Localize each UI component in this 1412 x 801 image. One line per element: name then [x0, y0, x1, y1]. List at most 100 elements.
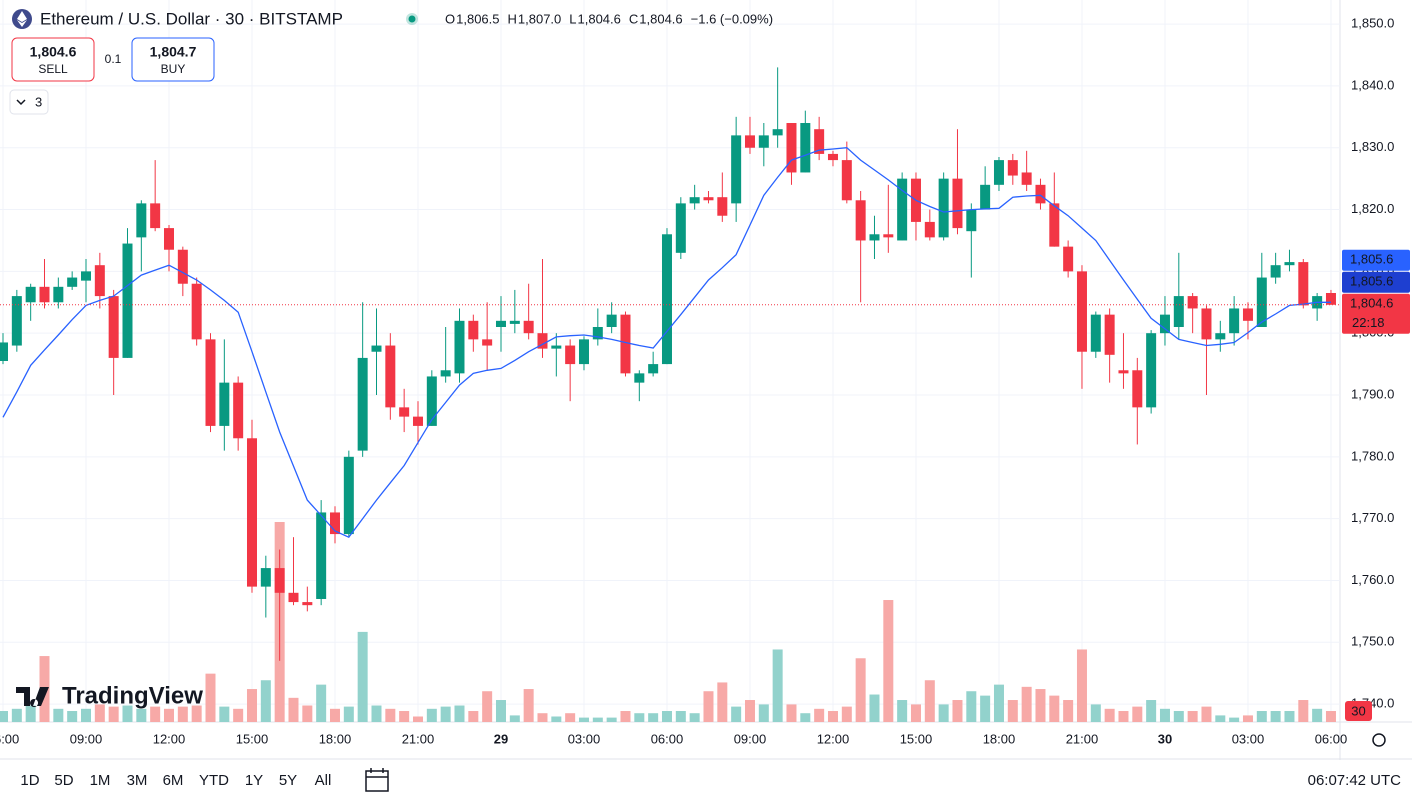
- volume-bar: [385, 708, 396, 722]
- volume-bar: [1215, 715, 1226, 722]
- price-label-box: [1342, 293, 1410, 334]
- date-range-icon[interactable]: [365, 768, 389, 792]
- volume-bar: [744, 700, 755, 722]
- candle-body: [634, 373, 645, 383]
- x-tick-label: 21:00: [1066, 731, 1099, 746]
- candle-body: [772, 129, 783, 136]
- x-tick-label: 12:00: [817, 731, 850, 746]
- x-tick-label: 12:00: [153, 731, 186, 746]
- indicators-count: 3: [35, 94, 42, 109]
- volume-bar: [1090, 704, 1101, 722]
- candle-body: [1104, 314, 1115, 355]
- candle-body: [952, 178, 963, 229]
- price-label: 1,805.6: [1350, 252, 1393, 267]
- volume-bar: [758, 704, 769, 722]
- interval-badge: 30: [1351, 703, 1365, 718]
- timeframe-button[interactable]: 3M: [127, 772, 148, 789]
- volume-bar: [1104, 708, 1115, 722]
- candle-body: [675, 203, 686, 253]
- candle-body: [426, 376, 437, 426]
- candle-body: [703, 197, 714, 201]
- volume-bar: [1229, 717, 1240, 722]
- timeframe-button[interactable]: 6M: [163, 772, 184, 789]
- volume-bar: [1021, 686, 1032, 722]
- y-tick-label: 1,820.0: [1351, 201, 1394, 216]
- candle-body: [1049, 203, 1060, 247]
- sell-button[interactable]: [11, 37, 95, 82]
- volume-bar: [578, 717, 589, 722]
- interval-badge-box: [1345, 701, 1372, 721]
- candle-body: [454, 320, 465, 374]
- candle-body: [94, 265, 105, 297]
- volume-bar: [1132, 706, 1143, 722]
- volume-bar: [371, 705, 382, 722]
- volume-bar: [1146, 700, 1157, 722]
- candle-body: [357, 357, 368, 451]
- y-tick-label: 1,770.0: [1351, 510, 1394, 525]
- candle-body: [800, 123, 811, 173]
- timeframe-button[interactable]: 5D: [54, 772, 73, 789]
- volume-bar: [108, 706, 119, 722]
- volume-bar: [551, 716, 562, 722]
- candle-body: [495, 320, 506, 328]
- settings-icon[interactable]: [1372, 733, 1386, 747]
- volume-bar: [233, 708, 244, 722]
- ohlc-value: 1,804.6: [639, 11, 682, 26]
- volume-bar: [1270, 711, 1281, 722]
- candles: [0, 67, 1336, 661]
- timeframe-button[interactable]: 5Y: [279, 772, 297, 789]
- volume-bar: [468, 711, 479, 722]
- candle-body: [1270, 265, 1281, 278]
- ohlc-key: L: [569, 11, 576, 26]
- candle-body: [329, 512, 340, 535]
- candle-body: [205, 339, 216, 426]
- volume-bar: [94, 704, 105, 722]
- candle-body: [744, 135, 755, 148]
- candle-body: [53, 286, 64, 303]
- volume-bar: [786, 704, 797, 722]
- volume-bar: [67, 711, 78, 722]
- volume-bar: [122, 705, 133, 722]
- volume-bar: [717, 682, 728, 722]
- volume-bar: [482, 691, 493, 722]
- candle-body: [980, 184, 991, 210]
- price-label-box: [1342, 271, 1410, 293]
- timeframe-button[interactable]: YTD: [199, 772, 229, 789]
- candle-body: [606, 314, 617, 328]
- volume-bar: [841, 706, 852, 722]
- moving-average: [2, 147, 1331, 539]
- y-tick-label: 1,760.0: [1351, 572, 1394, 587]
- volume-bar: [426, 708, 437, 722]
- change: −1.6 (−0.09%): [691, 11, 773, 26]
- candle-body: [302, 602, 313, 606]
- indicators-toggle[interactable]: [9, 89, 49, 115]
- candle-body: [523, 320, 534, 334]
- timeframe-button[interactable]: All: [315, 772, 332, 789]
- candle-body: [371, 345, 382, 352]
- x-tick-label: 09:00: [70, 731, 103, 746]
- ohlc-value: 1,806.5: [456, 11, 499, 26]
- timeframe-button[interactable]: 1Y: [245, 772, 263, 789]
- volume-bar: [219, 706, 230, 722]
- volume-bar: [205, 673, 216, 722]
- y-tick-label: 1,750.0: [1351, 634, 1394, 649]
- timeframe-button[interactable]: 1M: [90, 772, 111, 789]
- volume-bar: [703, 691, 714, 722]
- volume-bar: [509, 715, 520, 722]
- timeframe-button[interactable]: 1D: [20, 772, 39, 789]
- volume-bar: [1035, 689, 1046, 722]
- volume-bar: [1076, 649, 1087, 722]
- volume-bar: [1007, 700, 1018, 722]
- candle-body: [1076, 271, 1087, 352]
- volume-bar: [454, 705, 465, 722]
- volume-bar: [731, 706, 742, 722]
- volume-bar: [938, 704, 949, 722]
- clock: 06:07:42 UTC: [1308, 772, 1402, 789]
- sell-label: SELL: [38, 62, 68, 76]
- buy-button[interactable]: [131, 37, 215, 82]
- candle-body: [11, 296, 22, 346]
- y-tick-label: 1,830.0: [1351, 139, 1394, 154]
- volume-bar: [150, 706, 161, 722]
- volume-bar: [966, 691, 977, 722]
- volume-bar: [1312, 708, 1323, 722]
